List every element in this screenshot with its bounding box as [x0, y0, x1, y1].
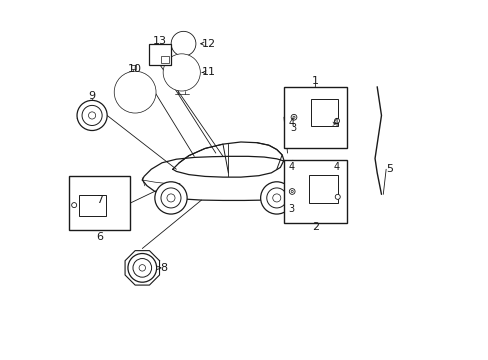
- Circle shape: [335, 194, 340, 199]
- Bar: [310, 99, 337, 126]
- Circle shape: [334, 118, 339, 123]
- Text: 4: 4: [333, 162, 339, 172]
- Text: 4: 4: [288, 118, 294, 128]
- Text: 7: 7: [96, 195, 102, 205]
- Circle shape: [121, 78, 148, 106]
- Text: 9: 9: [88, 91, 96, 101]
- Bar: [131, 65, 136, 69]
- Circle shape: [72, 203, 77, 208]
- Circle shape: [128, 253, 156, 282]
- Circle shape: [260, 182, 292, 214]
- Circle shape: [133, 258, 151, 277]
- Circle shape: [163, 54, 200, 91]
- Circle shape: [290, 190, 293, 193]
- Circle shape: [272, 194, 280, 202]
- Circle shape: [179, 40, 187, 48]
- Bar: [161, 56, 168, 63]
- Text: 3: 3: [288, 204, 294, 214]
- Circle shape: [155, 182, 187, 214]
- Text: 13: 13: [153, 36, 167, 46]
- Text: 5: 5: [386, 164, 392, 174]
- Circle shape: [289, 189, 294, 194]
- Text: 8: 8: [160, 263, 167, 273]
- Bar: [69, 176, 129, 230]
- Text: 12: 12: [201, 39, 215, 49]
- Circle shape: [166, 194, 175, 202]
- Circle shape: [170, 61, 193, 84]
- Circle shape: [139, 265, 145, 271]
- Text: 2: 2: [311, 222, 318, 231]
- Circle shape: [114, 71, 156, 113]
- Text: 1: 1: [311, 76, 318, 86]
- Circle shape: [88, 112, 96, 119]
- Circle shape: [175, 36, 191, 52]
- Text: 6: 6: [96, 232, 102, 242]
- Text: 11: 11: [201, 67, 215, 77]
- Bar: [284, 160, 346, 223]
- Circle shape: [177, 68, 185, 77]
- Circle shape: [161, 188, 181, 208]
- Circle shape: [82, 105, 102, 126]
- Text: 10: 10: [128, 64, 142, 74]
- Bar: [284, 87, 346, 148]
- Text: 3: 3: [289, 123, 295, 133]
- Bar: [79, 195, 105, 216]
- Text: 4: 4: [288, 162, 294, 172]
- Bar: [308, 175, 337, 203]
- Circle shape: [266, 188, 286, 208]
- Bar: [149, 44, 171, 65]
- Circle shape: [292, 116, 294, 118]
- Circle shape: [164, 55, 199, 90]
- Circle shape: [77, 100, 107, 131]
- Circle shape: [171, 31, 196, 56]
- Circle shape: [290, 114, 296, 120]
- Circle shape: [115, 72, 155, 112]
- Circle shape: [172, 33, 194, 54]
- Text: 4: 4: [332, 118, 338, 128]
- Circle shape: [130, 87, 140, 97]
